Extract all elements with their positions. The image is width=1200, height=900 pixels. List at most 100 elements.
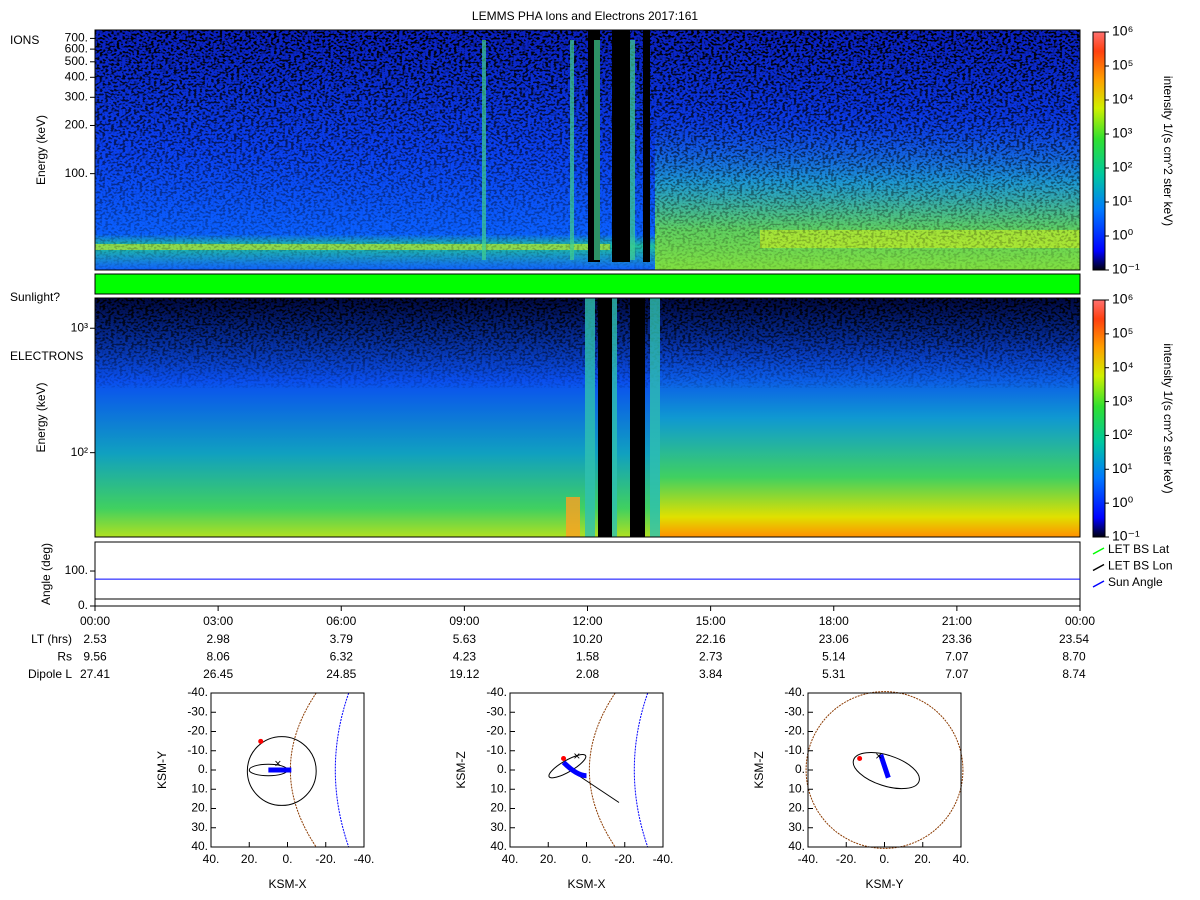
row-value: 2.08	[576, 667, 600, 681]
row-value: 23.54	[1059, 632, 1089, 646]
x-tick-label: 40.	[502, 852, 519, 866]
y-axis-label: KSM-Y	[155, 751, 169, 789]
y-tick-label: -40.	[486, 685, 507, 699]
y-tick-label: 30.	[191, 820, 208, 834]
data-gap	[598, 298, 612, 537]
x-tick-label: 20.	[540, 852, 557, 866]
y-tick-label: 100.	[65, 166, 88, 180]
y-tick-label: 10.	[490, 781, 507, 795]
x-tick-label: -20.	[836, 852, 857, 866]
row-value: 2.73	[699, 650, 723, 664]
y-tick-label: 20.	[191, 801, 208, 815]
legend-label: Sun Angle	[1108, 575, 1163, 589]
x-tick-label: 06:00	[326, 614, 356, 628]
colorbar-tick-label: 10²	[1112, 426, 1133, 442]
plot-frame	[94, 297, 1081, 538]
colorbar-tick-label: 10⁻¹	[1112, 261, 1140, 277]
boundary	[289, 692, 317, 848]
row-value: 5.14	[822, 650, 846, 664]
panel-label: ELECTRONS	[10, 349, 83, 363]
data-gap	[630, 298, 645, 537]
row-value: 22.16	[696, 632, 726, 646]
boundary	[633, 692, 649, 848]
x-tick-label: -40.	[354, 852, 375, 866]
colorbar-tick-label: 10¹	[1112, 460, 1133, 476]
y-tick-label: -30.	[486, 704, 507, 718]
plot-frame	[509, 692, 664, 848]
colorbar-tick-label: 10⁴	[1112, 358, 1134, 374]
y-tick-label: -20.	[187, 724, 208, 738]
legend-swatch	[1092, 580, 1105, 588]
row-value: 24.85	[326, 667, 356, 681]
spectrogram-stripe	[630, 40, 635, 260]
x-tick-label: -20.	[315, 852, 336, 866]
y-tick-label: 100.	[65, 563, 88, 577]
colorbar-tick-label: 10⁵	[1112, 57, 1133, 73]
colorbar-tick-label: 10¹	[1112, 193, 1133, 209]
y-tick-label: 10³	[71, 320, 88, 334]
y-tick-label: -20.	[784, 724, 805, 738]
sunlight-label: Sunlight?	[10, 290, 60, 304]
colorbar-label: intensity 1/(s cm^2 ster keV)	[1161, 343, 1175, 493]
x-tick-label: 09:00	[449, 614, 479, 628]
y-tick-label: 300.	[65, 89, 88, 103]
orbit-plot: ×	[246, 692, 350, 848]
x-tick-label: 12:00	[572, 614, 602, 628]
data-gap	[643, 30, 650, 262]
row-value: 7.07	[945, 667, 969, 681]
colorbar-tick-label: 10⁰	[1112, 227, 1134, 243]
boundary	[588, 692, 616, 848]
y-tick-label: 600.	[65, 41, 88, 55]
orbit-path	[246, 736, 317, 806]
spectrogram-stripe	[566, 497, 580, 537]
y-tick-label: 30.	[490, 820, 507, 834]
y-axis-label: KSM-Z	[454, 751, 468, 788]
x-tick-label: 18:00	[819, 614, 849, 628]
spacecraft-now: ×	[875, 749, 882, 763]
panel-label: IONS	[10, 33, 39, 47]
row-value: 8.74	[1062, 667, 1086, 681]
colorbar-tick-label: 10⁵	[1112, 325, 1133, 341]
x-tick-label: 00:00	[80, 614, 110, 628]
colorbar	[1092, 31, 1106, 271]
row-value: 23.36	[942, 632, 972, 646]
spacecraft-now: ×	[274, 756, 281, 770]
row-value: 3.79	[330, 632, 354, 646]
x-tick-label: -20.	[614, 852, 635, 866]
y-tick-label: 0.	[78, 598, 88, 612]
y-axis-label: Energy (keV)	[34, 382, 48, 452]
row-value: 5.31	[822, 667, 846, 681]
x-tick-label: 03:00	[203, 614, 233, 628]
x-tick-label: 00:00	[1065, 614, 1095, 628]
colorbar-tick-label: 10³	[1112, 392, 1133, 408]
row-label: LT (hrs)	[31, 632, 72, 646]
y-tick-label: -20.	[486, 724, 507, 738]
y-tick-label: 30.	[788, 820, 805, 834]
y-tick-label: -40.	[187, 685, 208, 699]
spacecraft-start	[258, 738, 264, 744]
speckle	[95, 30, 1080, 270]
colorbar-tick-label: 10²	[1112, 159, 1133, 175]
y-tick-label: 40.	[191, 839, 208, 853]
row-value: 2.53	[83, 632, 107, 646]
y-axis-label: Angle (deg)	[39, 543, 53, 605]
x-tick-label: 20.	[241, 852, 258, 866]
orbit-path	[852, 752, 920, 790]
colorbar	[1092, 299, 1106, 538]
x-tick-label: 40.	[203, 852, 220, 866]
colorbar-tick-label: 10⁴	[1112, 91, 1134, 107]
spectrogram-stripe	[594, 40, 600, 260]
sunlight-bar	[94, 273, 1081, 295]
y-tick-label: -40.	[784, 685, 805, 699]
x-axis-label: KSM-X	[567, 877, 605, 891]
data-gap	[612, 30, 630, 262]
spectrogram-stripe	[650, 298, 660, 537]
legend-swatch	[1092, 563, 1105, 572]
row-value: 3.84	[699, 667, 723, 681]
title: LEMMS PHA Ions and Electrons 2017:161	[472, 9, 698, 23]
colorbar-tick-label: 10⁶	[1112, 291, 1133, 307]
row-value: 1.58	[576, 650, 600, 664]
y-tick-label: 10²	[71, 445, 88, 459]
x-tick-label: 15:00	[696, 614, 726, 628]
row-value: 5.63	[453, 632, 477, 646]
